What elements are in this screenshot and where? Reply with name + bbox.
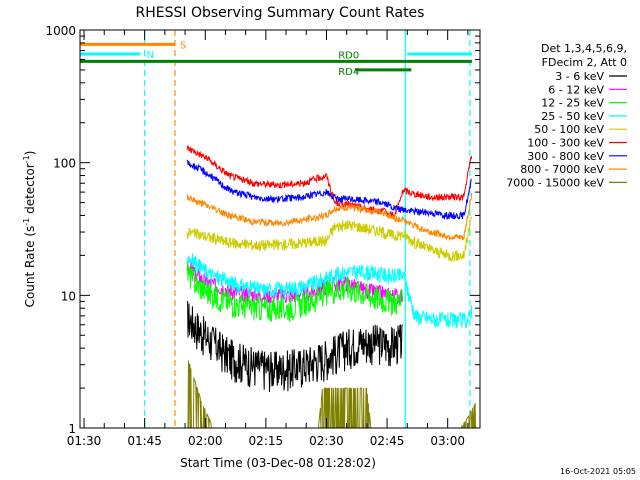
- attenuator-label: S: [180, 40, 186, 51]
- legend-label: 7000 - 15000 keV: [506, 176, 604, 189]
- legend-label: 300 - 800 keV: [527, 150, 604, 163]
- decimation-label: RD0: [338, 50, 359, 61]
- series-line-25-50-keV: [186, 253, 473, 329]
- night-label: N: [147, 50, 154, 61]
- legend: Det 1,3,4,5,6,9, FDecim 2, Att 0 3 - 6 k…: [506, 42, 627, 189]
- legend-label: 800 - 7000 keV: [520, 163, 604, 176]
- series-line-3-6-keV: [186, 300, 403, 393]
- x-tick-label: 03:00: [430, 434, 465, 448]
- x-tick-label: 02:00: [188, 434, 223, 448]
- x-tick-label: 02:15: [249, 434, 284, 448]
- ylabel-mid: detector: [23, 163, 37, 218]
- series-line-300-800-keV: [186, 159, 472, 220]
- x-axis: 01:30 01:45 02:00 02:15 02:30 02:45 03:00: [67, 30, 469, 448]
- series-line-50-100-keV: [186, 216, 473, 263]
- y-axis-label: Count Rate (s-1 detector-1): [22, 151, 37, 308]
- legend-label: 100 - 300 keV: [527, 137, 604, 150]
- x-tick-label: 02:45: [370, 434, 405, 448]
- y-tick-label: 100: [53, 157, 76, 171]
- legend-header-2: FDecim 2, Att 0: [542, 56, 627, 69]
- legend-label: 3 - 6 keV: [555, 70, 604, 83]
- ylabel-sup2: -1: [22, 155, 31, 163]
- y-tick-label: 1: [68, 422, 76, 436]
- ylabel-main: Count Rate (s: [23, 226, 37, 308]
- y-axis: 1 10 100 1000: [45, 24, 480, 436]
- legend-header-1: Det 1,3,4,5,6,9,: [541, 42, 627, 55]
- ylabel-sup1: -1: [22, 218, 31, 226]
- legend-label: 6 - 12 keV: [548, 83, 604, 96]
- series-line-100-300-keV: [186, 145, 473, 220]
- ylabel-end: ): [23, 151, 37, 156]
- footer-timestamp: 16-Oct-2021 05:05: [560, 467, 636, 476]
- x-tick-label: 01:30: [67, 434, 102, 448]
- decimation-label: RD4: [338, 67, 359, 78]
- x-tick-label: 01:45: [127, 434, 162, 448]
- series-line-12-25-keV: [186, 261, 404, 323]
- plot-frame: [79, 29, 481, 429]
- x-tick-label: 02:30: [309, 434, 344, 448]
- x-axis-label: Start Time (03-Dec-08 01:28:02): [180, 456, 376, 470]
- svg-text:Count Rate (s-1 detector-1): Count Rate (s-1 detector-1): [22, 151, 37, 308]
- legend-label: 50 - 100 keV: [534, 123, 604, 136]
- legend-label: 25 - 50 keV: [541, 110, 604, 123]
- legend-label: 12 - 25 keV: [541, 97, 604, 110]
- y-tick-label: 10: [61, 289, 76, 303]
- y-tick-label: 1000: [45, 24, 76, 38]
- chart-title: RHESSI Observing Summary Count Rates: [136, 5, 425, 21]
- series-line-800-7000-keV: [186, 192, 473, 242]
